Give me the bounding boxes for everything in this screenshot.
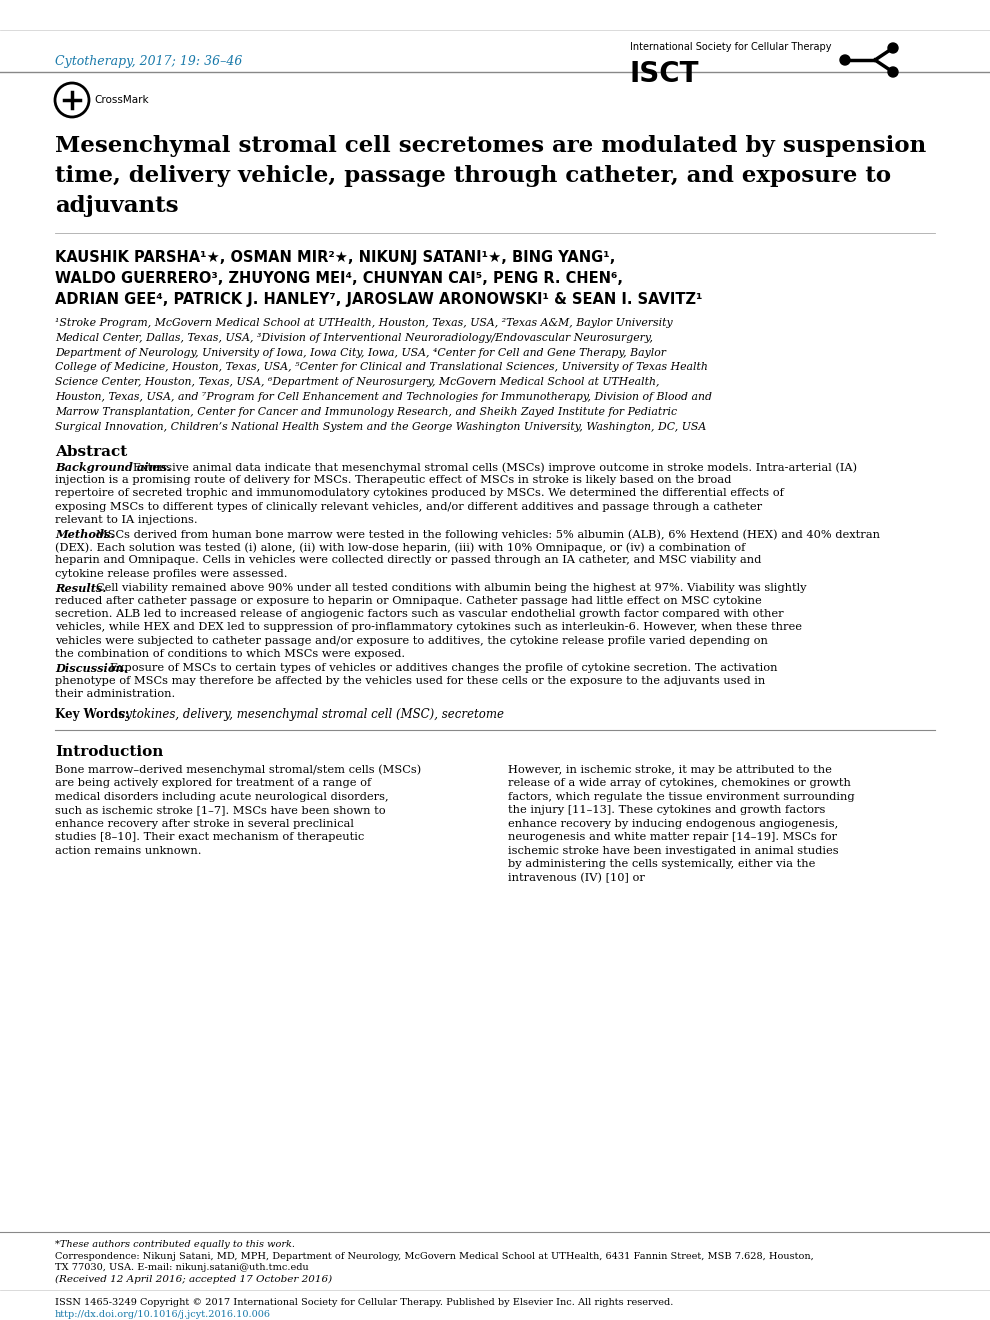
Text: MSCs derived from human bone marrow were tested in the following vehicles: 5% al: MSCs derived from human bone marrow were… [96, 529, 880, 540]
Text: http://dx.doi.org/10.1016/j.jcyt.2016.10.006: http://dx.doi.org/10.1016/j.jcyt.2016.10… [55, 1309, 271, 1319]
Text: adjuvants: adjuvants [55, 195, 178, 216]
Text: ADRIAN GEE⁴, PATRICK J. HANLEY⁷, JAROSLAW ARONOWSKI¹ & SEAN I. SAVITZ¹: ADRIAN GEE⁴, PATRICK J. HANLEY⁷, JAROSLA… [55, 292, 703, 308]
Text: Surgical Innovation, Children’s National Health System and the George Washington: Surgical Innovation, Children’s National… [55, 421, 706, 432]
Text: KAUSHIK PARSHA¹★, OSMAN MIR²★, NIKUNJ SATANI¹★, BING YANG¹,: KAUSHIK PARSHA¹★, OSMAN MIR²★, NIKUNJ SA… [55, 249, 616, 265]
Text: the combination of conditions to which MSCs were exposed.: the combination of conditions to which M… [55, 649, 405, 659]
Text: enhance recovery after stroke in several preclinical: enhance recovery after stroke in several… [55, 818, 353, 829]
Text: Results.: Results. [55, 583, 106, 594]
Text: vehicles, while HEX and DEX led to suppression of pro-inflammatory cytokines suc: vehicles, while HEX and DEX led to suppr… [55, 623, 802, 632]
Text: such as ischemic stroke [1–7]. MSCs have been shown to: such as ischemic stroke [1–7]. MSCs have… [55, 805, 386, 814]
Text: heparin and Omnipaque. Cells in vehicles were collected directly or passed throu: heparin and Omnipaque. Cells in vehicles… [55, 556, 761, 565]
Circle shape [888, 67, 898, 77]
Text: Mesenchymal stromal cell secretomes are modulated by suspension: Mesenchymal stromal cell secretomes are … [55, 135, 927, 157]
Text: College of Medicine, Houston, Texas, USA, ⁵Center for Clinical and Translational: College of Medicine, Houston, Texas, USA… [55, 363, 708, 372]
Text: are being actively explored for treatment of a range of: are being actively explored for treatmen… [55, 777, 371, 788]
Text: action remains unknown.: action remains unknown. [55, 846, 202, 855]
Text: WALDO GUERRERO³, ZHUYONG MEI⁴, CHUNYAN CAI⁵, PENG R. CHEN⁶,: WALDO GUERRERO³, ZHUYONG MEI⁴, CHUNYAN C… [55, 271, 623, 286]
Circle shape [840, 55, 850, 65]
Text: repertoire of secreted trophic and immunomodulatory cytokines produced by MSCs. : repertoire of secreted trophic and immun… [55, 488, 784, 499]
Text: ISSN 1465-3249 Copyright © 2017 International Society for Cellular Therapy. Publ: ISSN 1465-3249 Copyright © 2017 Internat… [55, 1298, 673, 1307]
Text: Discussion.: Discussion. [55, 663, 128, 675]
Text: injection is a promising route of delivery for MSCs. Therapeutic effect of MSCs : injection is a promising route of delive… [55, 475, 732, 486]
Text: cytokines, delivery, mesenchymal stromal cell (MSC), secretome: cytokines, delivery, mesenchymal stromal… [115, 708, 504, 721]
Text: Abstract: Abstract [55, 445, 128, 459]
Text: cytokine release profiles were assessed.: cytokine release profiles were assessed. [55, 569, 287, 578]
Text: the injury [11–13]. These cytokines and growth factors: the injury [11–13]. These cytokines and … [508, 805, 826, 814]
Text: medical disorders including acute neurological disorders,: medical disorders including acute neurol… [55, 792, 389, 801]
Text: studies [8–10]. Their exact mechanism of therapeutic: studies [8–10]. Their exact mechanism of… [55, 832, 364, 842]
Text: TX 77030, USA. E-mail: nikunj.satani@uth.tmc.edu: TX 77030, USA. E-mail: nikunj.satani@uth… [55, 1263, 309, 1272]
Text: Introduction: Introduction [55, 744, 163, 759]
Text: reduced after catheter passage or exposure to heparin or Omnipaque. Catheter pas: reduced after catheter passage or exposu… [55, 597, 761, 606]
Text: Bone marrow–derived mesenchymal stromal/stem cells (MSCs): Bone marrow–derived mesenchymal stromal/… [55, 764, 422, 775]
Text: *These authors contributed equally to this work.: *These authors contributed equally to th… [55, 1239, 295, 1249]
Text: Science Center, Houston, Texas, USA, ⁶Department of Neurosurgery, McGovern Medic: Science Center, Houston, Texas, USA, ⁶De… [55, 378, 659, 387]
Text: Cytotherapy, 2017; 19: 36–46: Cytotherapy, 2017; 19: 36–46 [55, 55, 243, 69]
Text: However, in ischemic stroke, it may be attributed to the: However, in ischemic stroke, it may be a… [508, 764, 832, 775]
Text: Houston, Texas, USA, and ⁷Program for Cell Enhancement and Technologies for Immu: Houston, Texas, USA, and ⁷Program for Ce… [55, 392, 712, 403]
Text: Key Words:: Key Words: [55, 708, 130, 721]
Text: CrossMark: CrossMark [94, 95, 148, 106]
Text: Methods.: Methods. [55, 529, 115, 540]
Text: ¹Stroke Program, McGovern Medical School at UTHealth, Houston, Texas, USA, ²Texa: ¹Stroke Program, McGovern Medical School… [55, 318, 672, 327]
Text: Exposure of MSCs to certain types of vehicles or additives changes the profile o: Exposure of MSCs to certain types of veh… [110, 663, 778, 673]
Text: Department of Neurology, University of Iowa, Iowa City, Iowa, USA, ⁴Center for C: Department of Neurology, University of I… [55, 347, 666, 358]
Text: by administering the cells systemically, either via the: by administering the cells systemically,… [508, 859, 816, 869]
Text: vehicles were subjected to catheter passage and/or exposure to additives, the cy: vehicles were subjected to catheter pass… [55, 636, 768, 645]
Text: (Received 12 April 2016; accepted 17 October 2016): (Received 12 April 2016; accepted 17 Oct… [55, 1275, 332, 1284]
Text: secretion. ALB led to increased release of angiogenic factors such as vascular e: secretion. ALB led to increased release … [55, 610, 784, 619]
Text: intravenous (IV) [10] or: intravenous (IV) [10] or [508, 873, 644, 883]
Text: relevant to IA injections.: relevant to IA injections. [55, 515, 198, 525]
Text: Medical Center, Dallas, Texas, USA, ³Division of Interventional Neuroradiology/E: Medical Center, Dallas, Texas, USA, ³Div… [55, 333, 653, 343]
Text: factors, which regulate the tissue environment surrounding: factors, which regulate the tissue envir… [508, 792, 854, 801]
Text: International Society for Cellular Therapy: International Society for Cellular Thera… [630, 42, 832, 51]
Text: enhance recovery by inducing endogenous angiogenesis,: enhance recovery by inducing endogenous … [508, 818, 839, 829]
Circle shape [888, 44, 898, 53]
Text: their administration.: their administration. [55, 689, 175, 700]
Text: (DEX). Each solution was tested (i) alone, (ii) with low-dose heparin, (iii) wit: (DEX). Each solution was tested (i) alon… [55, 543, 745, 553]
Text: time, delivery vehicle, passage through catheter, and exposure to: time, delivery vehicle, passage through … [55, 165, 891, 187]
Text: Correspondence: Nikunj Satani, MD, MPH, Department of Neurology, McGovern Medica: Correspondence: Nikunj Satani, MD, MPH, … [55, 1251, 814, 1261]
Text: exposing MSCs to different types of clinically relevant vehicles, and/or differe: exposing MSCs to different types of clin… [55, 502, 762, 512]
Text: Marrow Transplantation, Center for Cancer and Immunology Research, and Sheikh Za: Marrow Transplantation, Center for Cance… [55, 407, 677, 417]
Text: ISCT: ISCT [630, 59, 700, 88]
Text: neurogenesis and white matter repair [14–19]. MSCs for: neurogenesis and white matter repair [14… [508, 832, 837, 842]
Text: Cell viability remained above 90% under all tested conditions with albumin being: Cell viability remained above 90% under … [96, 583, 807, 593]
Text: Extensive animal data indicate that mesenchymal stromal cells (MSCs) improve out: Extensive animal data indicate that mese… [134, 462, 857, 473]
Text: release of a wide array of cytokines, chemokines or growth: release of a wide array of cytokines, ch… [508, 777, 850, 788]
Text: Background aims.: Background aims. [55, 462, 171, 473]
Text: ischemic stroke have been investigated in animal studies: ischemic stroke have been investigated i… [508, 846, 839, 855]
Text: phenotype of MSCs may therefore be affected by the vehicles used for these cells: phenotype of MSCs may therefore be affec… [55, 676, 765, 686]
